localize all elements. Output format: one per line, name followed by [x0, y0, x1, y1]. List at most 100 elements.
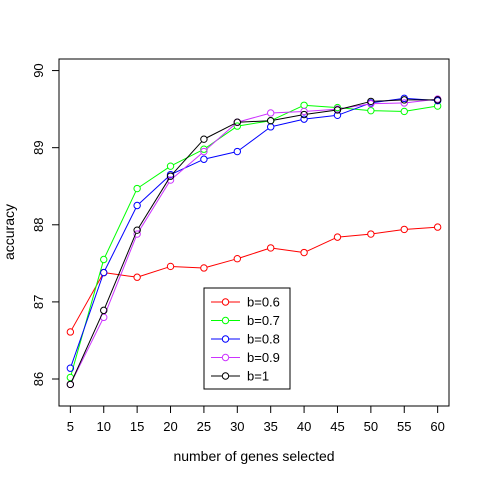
x-tick-label: 30: [230, 419, 244, 434]
series-segment: [71, 313, 103, 382]
series-segment: [340, 101, 368, 110]
series-segment: [104, 208, 137, 270]
series-segment: [172, 141, 203, 175]
data-point: [300, 110, 308, 119]
data-point: [100, 306, 108, 315]
data-point: [233, 255, 242, 263]
data-point: [66, 380, 75, 389]
legend-marker: [221, 335, 230, 343]
series-b=0.8: [66, 94, 442, 372]
x-tick-label: 50: [364, 419, 378, 434]
data-point: [400, 96, 408, 104]
legend-label: b=0.6: [247, 295, 280, 310]
series-segment: [138, 178, 170, 228]
series-segment: [374, 102, 402, 105]
series-segment: [273, 247, 301, 253]
data-point: [266, 116, 275, 125]
x-tick-label: 35: [263, 419, 277, 434]
x-tick-label: 15: [130, 419, 144, 434]
data-point: [233, 118, 242, 126]
x-tick-label: 40: [297, 419, 311, 434]
series-segment: [407, 226, 435, 230]
series-segment: [70, 275, 104, 366]
series-segment: [374, 110, 402, 112]
legend-label: b=1: [247, 369, 269, 384]
data-point: [433, 223, 442, 231]
x-axis-title: number of genes selected: [173, 448, 334, 464]
series-segment: [206, 151, 235, 160]
data-point: [367, 106, 375, 115]
data-point: [133, 273, 141, 281]
legend-marker: [221, 298, 230, 306]
data-point: [100, 268, 108, 277]
data-point: [166, 162, 175, 170]
series-segment: [104, 191, 137, 257]
data-point: [200, 135, 208, 143]
y-axis: 86 87 88 89 90: [31, 63, 60, 386]
x-tick-label: 60: [430, 419, 444, 434]
series-segment: [138, 182, 170, 232]
y-tick-label: 90: [31, 63, 46, 77]
series-segment: [239, 128, 269, 151]
data-point: [367, 230, 375, 238]
series-segment: [240, 120, 268, 123]
data-point: [266, 109, 275, 117]
legend-label: b=0.8: [247, 332, 280, 347]
data-point: [266, 244, 275, 252]
x-tick-label: 20: [163, 419, 177, 434]
series-segment: [173, 266, 201, 269]
series-layer: [66, 94, 442, 389]
data-point: [400, 99, 408, 107]
series-segment: [374, 99, 402, 102]
data-point: [166, 172, 175, 180]
series-segment: [307, 115, 335, 120]
y-axis-title: accuracy: [1, 204, 17, 260]
series-segment: [240, 248, 268, 259]
data-point: [367, 97, 375, 106]
data-point: [200, 155, 208, 163]
legend-item: b=0.7: [211, 313, 280, 328]
data-point: [400, 225, 408, 234]
series-segment: [240, 113, 268, 122]
series-segment: [173, 160, 202, 174]
y-tick-label: 88: [31, 218, 46, 232]
series-b=1: [66, 96, 442, 389]
series-segment: [307, 104, 335, 108]
x-tick-label: 5: [67, 419, 74, 434]
data-point: [166, 176, 175, 184]
legend-item: b=0.9: [211, 350, 280, 365]
data-point: [100, 255, 108, 264]
series-segment: [206, 127, 235, 148]
series-segment: [273, 114, 302, 121]
data-point: [300, 115, 308, 123]
legend-label: b=0.9: [247, 350, 280, 365]
data-point: [300, 248, 308, 257]
series-segment: [307, 108, 335, 112]
y-tick-label: 87: [31, 295, 46, 309]
data-point: [133, 184, 141, 193]
series-segment: [206, 259, 235, 268]
data-point: [66, 328, 75, 336]
legend: b=0.6 b=0.7 b=0.8 b=0.9 b=1: [203, 287, 291, 390]
series-segment: [307, 109, 335, 115]
legend-marker: [221, 372, 230, 380]
series-segment: [273, 119, 302, 127]
series-segment: [71, 319, 103, 382]
series-segment: [139, 167, 169, 188]
legend-item: b=0.6: [211, 295, 280, 310]
legend-marker: [221, 316, 230, 325]
data-point: [133, 230, 141, 238]
legend-item: b=0.8: [211, 332, 280, 347]
legend-label: b=0.7: [247, 313, 280, 328]
data-point: [333, 106, 342, 114]
series-segment: [407, 106, 435, 112]
x-tick-label: 45: [330, 419, 344, 434]
series-segment: [104, 232, 137, 308]
series-segment: [172, 153, 202, 179]
data-point: [400, 107, 408, 116]
legend-frame: [203, 287, 291, 390]
data-point: [66, 364, 75, 372]
series-segment: [373, 229, 402, 235]
